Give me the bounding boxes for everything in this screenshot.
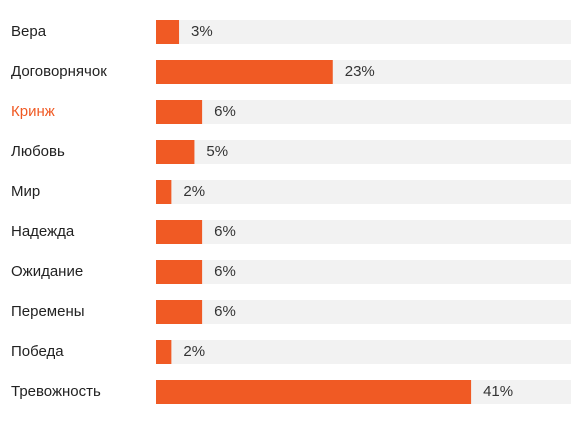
- category-label: Мир: [11, 183, 40, 200]
- value-label: 6%: [214, 263, 236, 280]
- bar-row: Победа 2%: [11, 340, 571, 364]
- category-label: Надежда: [11, 223, 75, 240]
- bar-row: Ожидание 6%: [11, 260, 571, 284]
- category-label: Победа: [11, 343, 64, 360]
- value-label: 41%: [483, 383, 513, 400]
- category-label: Вера: [11, 23, 47, 40]
- value-label: 6%: [214, 303, 236, 320]
- category-label: Договорнячок: [11, 63, 107, 80]
- bar-track: [156, 300, 571, 324]
- bar-row: Любовь 5%: [11, 140, 571, 164]
- bar-track: [156, 20, 571, 44]
- bar: [156, 380, 472, 404]
- bar-row: Перемены 6%: [11, 300, 571, 324]
- bar: [156, 260, 203, 284]
- bar: [156, 140, 195, 164]
- bar: [156, 300, 203, 324]
- value-label: 2%: [183, 343, 205, 360]
- bar-track: [156, 340, 571, 364]
- bar-track: [156, 100, 571, 124]
- value-label: 23%: [345, 63, 375, 80]
- bar-row: Мир 2%: [11, 180, 571, 204]
- category-label: Кринж: [11, 103, 55, 120]
- value-label: 2%: [183, 183, 205, 200]
- bar-row: Надежда 6%: [11, 220, 571, 244]
- bar-row: Договорнячок 23%: [11, 60, 571, 84]
- bar-track: [156, 180, 571, 204]
- value-label: 6%: [214, 223, 236, 240]
- bar-row: Кринж 6%: [11, 100, 571, 124]
- bar: [156, 180, 172, 204]
- bar: [156, 20, 180, 44]
- bar-row: Вера 3%: [11, 20, 571, 44]
- bar: [156, 340, 172, 364]
- bar-row: Тревожность 41%: [11, 380, 571, 404]
- bar-track: [156, 260, 571, 284]
- value-label: 3%: [191, 23, 213, 40]
- value-label: 5%: [206, 143, 228, 160]
- category-label: Любовь: [11, 143, 65, 160]
- category-label: Ожидание: [11, 263, 83, 280]
- bar-track: [156, 140, 571, 164]
- category-label: Тревожность: [11, 383, 101, 400]
- category-label: Перемены: [11, 303, 85, 320]
- value-label: 6%: [214, 103, 236, 120]
- bar: [156, 60, 333, 84]
- bar: [156, 220, 203, 244]
- bar-track: [156, 220, 571, 244]
- bar: [156, 100, 203, 124]
